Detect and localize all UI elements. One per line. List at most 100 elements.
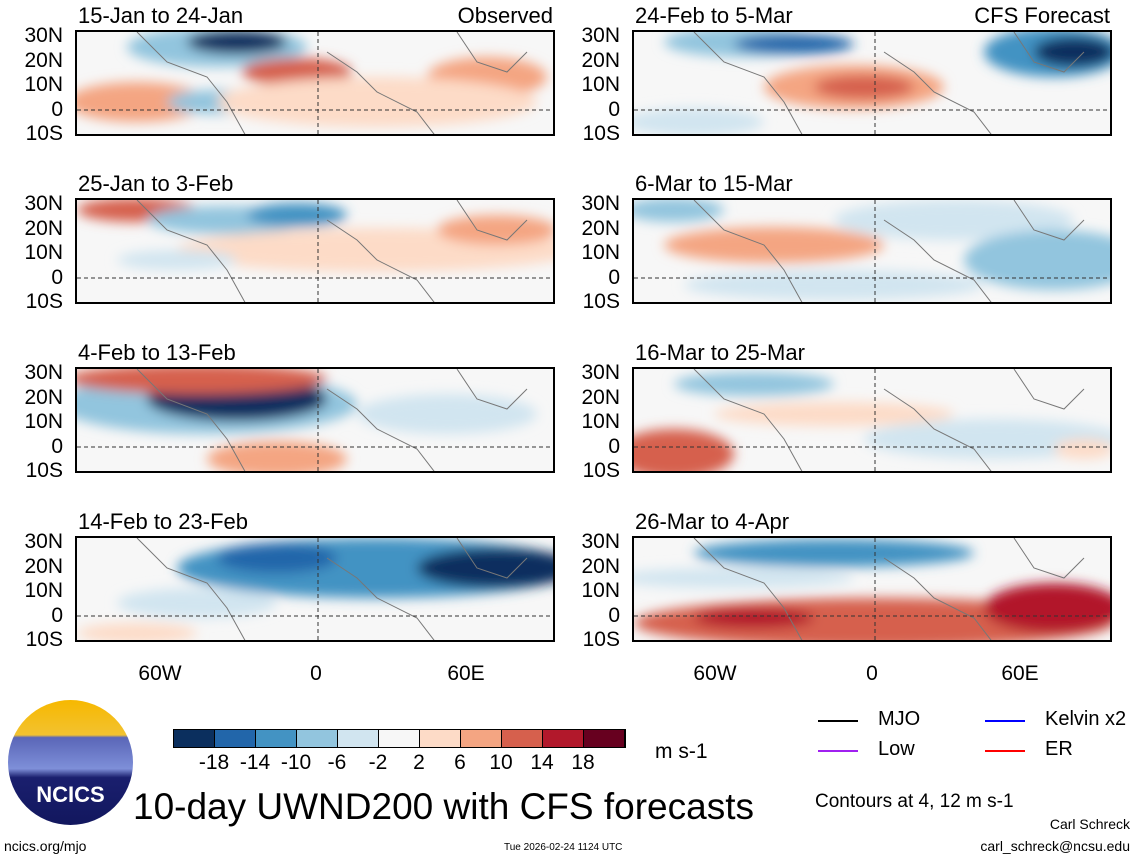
wind-anomaly-shading bbox=[684, 270, 984, 300]
colorbar-label: 18 bbox=[571, 751, 595, 774]
colorbar-label: 10 bbox=[489, 751, 513, 774]
wind-anomaly-shading bbox=[357, 394, 537, 434]
colorbar-label: -18 bbox=[198, 751, 230, 774]
lat-label: 0 bbox=[51, 603, 63, 627]
coastline bbox=[693, 369, 1085, 471]
wind-anomaly-shading bbox=[714, 402, 954, 426]
wind-anomaly-shading bbox=[634, 108, 764, 134]
lat-label: 30N bbox=[581, 24, 620, 47]
colorbar-swatch bbox=[297, 730, 338, 747]
contour-note: Contours at 4, 12 m s-1 bbox=[815, 791, 1014, 812]
panel-title: 26-Mar to 4-Apr bbox=[635, 509, 790, 534]
lat-label: 10N bbox=[581, 241, 620, 264]
panel-title: 14-Feb to 23-Feb bbox=[78, 509, 248, 534]
colorbar-label: -6 bbox=[327, 751, 347, 774]
anomaly-map bbox=[634, 538, 1110, 640]
lat-label: 10S bbox=[582, 459, 620, 482]
panel-title: 16-Mar to 25-Mar bbox=[635, 340, 805, 365]
coastline bbox=[693, 32, 1085, 134]
anomaly-map bbox=[77, 200, 553, 302]
wind-anomaly-shading bbox=[77, 369, 327, 394]
lat-label: 20N bbox=[581, 554, 620, 578]
legend-label: MJO bbox=[878, 708, 921, 730]
lon-label: 60W bbox=[138, 662, 182, 685]
colorbar-label: 14 bbox=[530, 751, 554, 774]
lat-label: 10N bbox=[24, 410, 63, 433]
lon-label: 0 bbox=[310, 662, 322, 685]
lon-label: 60E bbox=[447, 662, 485, 685]
lat-label: 0 bbox=[608, 434, 620, 458]
map-panel bbox=[75, 367, 555, 473]
lat-label: 0 bbox=[608, 265, 620, 289]
lat-label: 10N bbox=[581, 73, 620, 96]
panel-title: 15-Jan to 24-Jan bbox=[78, 3, 244, 28]
legend-line bbox=[818, 750, 858, 752]
panel-title: 25-Jan to 3-Feb bbox=[78, 171, 234, 196]
colorbar-label: 6 bbox=[454, 751, 466, 774]
map-panel bbox=[632, 30, 1112, 136]
lat-label: 10S bbox=[25, 628, 63, 651]
wind-anomaly-shading bbox=[437, 215, 553, 245]
lat-label: 10N bbox=[581, 410, 620, 433]
colorbar-swatch bbox=[256, 730, 297, 747]
lat-label: 10S bbox=[25, 290, 63, 313]
lat-label: 20N bbox=[24, 385, 63, 409]
anomaly-map bbox=[634, 369, 1110, 471]
anomaly-map bbox=[634, 32, 1110, 134]
map-panel bbox=[632, 536, 1112, 642]
coastline bbox=[136, 538, 528, 640]
wind-anomaly-shading bbox=[664, 227, 884, 263]
wind-anomaly-shading bbox=[964, 230, 1110, 290]
map-panel bbox=[75, 536, 555, 642]
colorbar-swatch bbox=[420, 730, 461, 747]
anomaly-map bbox=[634, 200, 1110, 302]
map-panel bbox=[75, 198, 555, 304]
wind-anomaly-shading bbox=[117, 588, 277, 618]
legend-line bbox=[985, 750, 1025, 752]
legend-label: Low bbox=[878, 738, 915, 760]
wind-anomaly-shading bbox=[694, 539, 974, 567]
panel-tag: CFS Forecast bbox=[974, 3, 1110, 28]
lat-label: 10S bbox=[25, 122, 63, 145]
legend-label: ER bbox=[1045, 738, 1073, 760]
wind-anomaly-shading bbox=[217, 543, 337, 573]
colorbar-swatch bbox=[174, 730, 215, 747]
lat-label: 10S bbox=[25, 459, 63, 482]
legend-label: Kelvin x2 bbox=[1045, 708, 1127, 730]
colorbar-swatch bbox=[215, 730, 256, 747]
wind-anomaly-shading bbox=[634, 568, 854, 588]
wind-anomaly-shading bbox=[834, 200, 1074, 240]
lat-label: 0 bbox=[51, 434, 63, 458]
anomaly-map bbox=[77, 32, 553, 134]
lat-label: 0 bbox=[51, 265, 63, 289]
lat-label: 10S bbox=[582, 628, 620, 651]
footer-author: Carl Schreck bbox=[1049, 816, 1130, 832]
lat-label: 20N bbox=[581, 216, 620, 240]
lat-label: 0 bbox=[608, 603, 620, 627]
panel-title: 4-Feb to 13-Feb bbox=[78, 340, 236, 365]
lat-label: 10N bbox=[24, 241, 63, 264]
lat-label: 30N bbox=[24, 361, 63, 384]
wind-anomaly-shading bbox=[1054, 439, 1110, 459]
wind-anomaly-shading bbox=[247, 203, 347, 227]
colorbar-units: m s-1 bbox=[655, 740, 708, 763]
colorbar-label: -2 bbox=[368, 751, 388, 774]
lat-label: 20N bbox=[24, 554, 63, 578]
coastline bbox=[693, 200, 1085, 302]
anomaly-map bbox=[77, 538, 553, 640]
wind-anomaly-shading bbox=[634, 200, 724, 222]
lat-label: 10S bbox=[582, 290, 620, 313]
wind-anomaly-shading bbox=[207, 441, 347, 471]
lat-label: 20N bbox=[581, 385, 620, 409]
anomaly-map bbox=[77, 369, 553, 471]
footer-timestamp: Tue 2026-02-24 1124 UTC bbox=[504, 842, 623, 853]
wind-anomaly-shading bbox=[814, 75, 914, 99]
colorbar-label: 2 bbox=[413, 751, 425, 774]
colorbar-swatch bbox=[584, 730, 625, 747]
lat-label: 10N bbox=[24, 73, 63, 96]
logo-text: NCICS bbox=[36, 782, 105, 807]
coastline bbox=[693, 538, 1085, 640]
wind-anomaly-shading bbox=[187, 32, 287, 54]
panel-tag: Observed bbox=[457, 3, 553, 28]
